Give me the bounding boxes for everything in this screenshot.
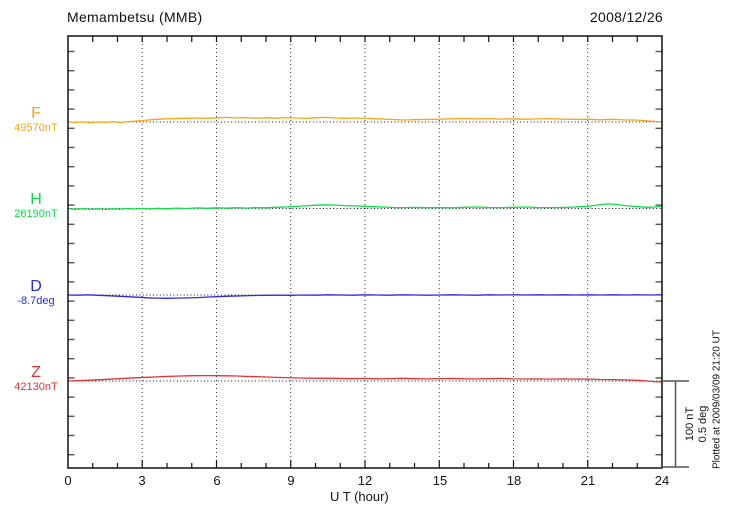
component-label-d: D -8.7deg [8,278,64,308]
x-tick-label-0: 0 [64,473,72,488]
x-tick-label-9: 9 [287,473,295,488]
trace-z [67,374,663,383]
plot-border [67,35,663,469]
scale-bar-label: 100 nT 0.5 deg [684,396,710,452]
component-letter-z: Z [31,364,41,381]
x-tick-label-15: 15 [432,473,448,488]
component-letter-f: F [31,105,41,122]
component-baseline-f: 49570nT [14,122,58,134]
trace-h [67,203,663,211]
observation-date: 2008/12/26 [589,9,663,25]
x-tick-label-3: 3 [138,473,146,488]
x-tick-label-12: 12 [357,473,373,488]
component-label-z: Z 42130nT [8,364,64,394]
x-tick-label-6: 6 [213,473,221,488]
scale-bar-deg-label: 0.5 deg [697,405,709,443]
plotted-at-note: Plotted at 2009/03/09 21:20 UT [711,330,723,469]
component-baseline-h: 26190nT [14,208,58,220]
x-tick-label-24: 24 [654,473,670,488]
trace-f [67,116,663,124]
trace-d [67,294,663,299]
component-baseline-d: -8.7deg [17,295,55,307]
x-axis-title: U T (hour) [330,489,389,504]
x-tick-label-21: 21 [580,473,596,488]
scale-bar-nt-label: 100 nT [684,406,696,442]
component-baseline-z: 42130nT [14,381,58,393]
x-tick-label-18: 18 [506,473,522,488]
station-title: Memambetsu (MMB) [67,9,203,25]
component-letter-d: D [30,278,42,295]
component-label-h: H 26190nT [8,191,64,221]
component-label-f: F 49570nT [8,105,64,135]
component-letter-h: H [30,191,42,208]
